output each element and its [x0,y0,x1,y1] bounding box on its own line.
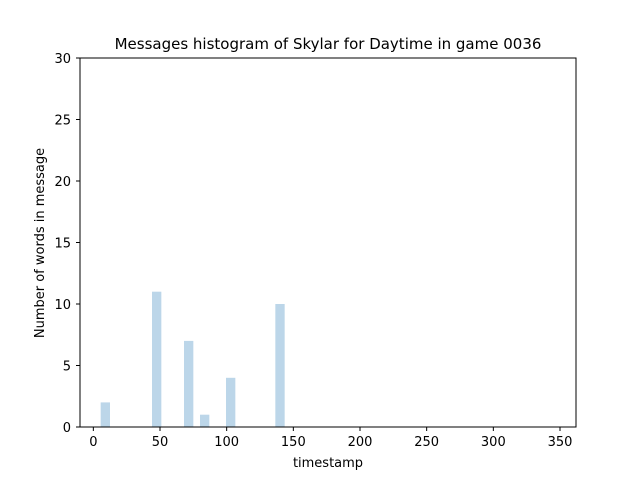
histogram-bar-1 [152,291,162,427]
histogram-bar-0 [100,402,110,427]
x-tick-label-7: 350 [548,435,573,450]
y-tick-label-0: 0 [63,421,71,436]
histogram-bar-2 [184,340,194,427]
histogram-bar-4 [226,377,236,427]
histogram-bar-3 [200,414,210,427]
x-tick-label-2: 100 [214,435,239,450]
y-tick-label-6: 30 [54,52,71,67]
y-tick-label-3: 15 [54,237,71,252]
y-tick-label-2: 10 [54,298,71,313]
histogram-bar-5 [275,304,285,427]
x-tick-label-6: 300 [481,435,506,450]
y-tick-label-5: 25 [54,114,71,129]
plot-frame [79,57,577,428]
y-tick-label-1: 5 [63,360,71,375]
x-tick-label-3: 150 [281,435,306,450]
bars-layer [100,291,285,427]
x-tick-label-4: 200 [348,435,373,450]
x-axis-label: timestamp [293,456,363,471]
x-tick-label-0: 0 [89,435,97,450]
y-axis-label: Number of words in message [33,148,48,338]
x-tick-label-1: 50 [152,435,169,450]
ticks-layer: 0 50 100 150 200 250 300 350 0 5 10 15 20 25 30 [54,52,572,450]
x-tick-label-5: 250 [414,435,439,450]
chart-title: Messages histogram of Skylar for Daytime… [115,35,542,53]
y-tick-label-4: 20 [54,175,71,190]
